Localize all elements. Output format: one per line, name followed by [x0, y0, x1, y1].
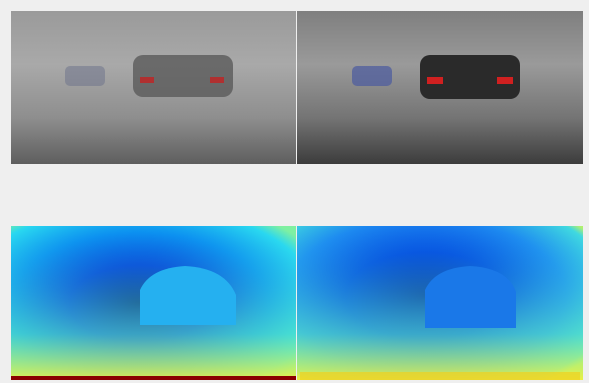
- tail-light: [497, 77, 513, 84]
- heat-map-coarse: [11, 226, 296, 380]
- page: [0, 0, 589, 383]
- heat-map-edge: [11, 376, 296, 380]
- car: [133, 55, 233, 97]
- tail-light: [210, 77, 224, 83]
- dehazed-image: [297, 11, 583, 164]
- car-region: [425, 266, 516, 328]
- heat-map-edge: [300, 372, 580, 380]
- figure: [0, 0, 589, 383]
- hazy-image: [11, 11, 296, 164]
- car: [65, 66, 105, 86]
- tail-light: [427, 77, 443, 84]
- tail-light: [140, 77, 154, 83]
- heat-map-fine: [297, 226, 583, 380]
- car: [352, 66, 392, 86]
